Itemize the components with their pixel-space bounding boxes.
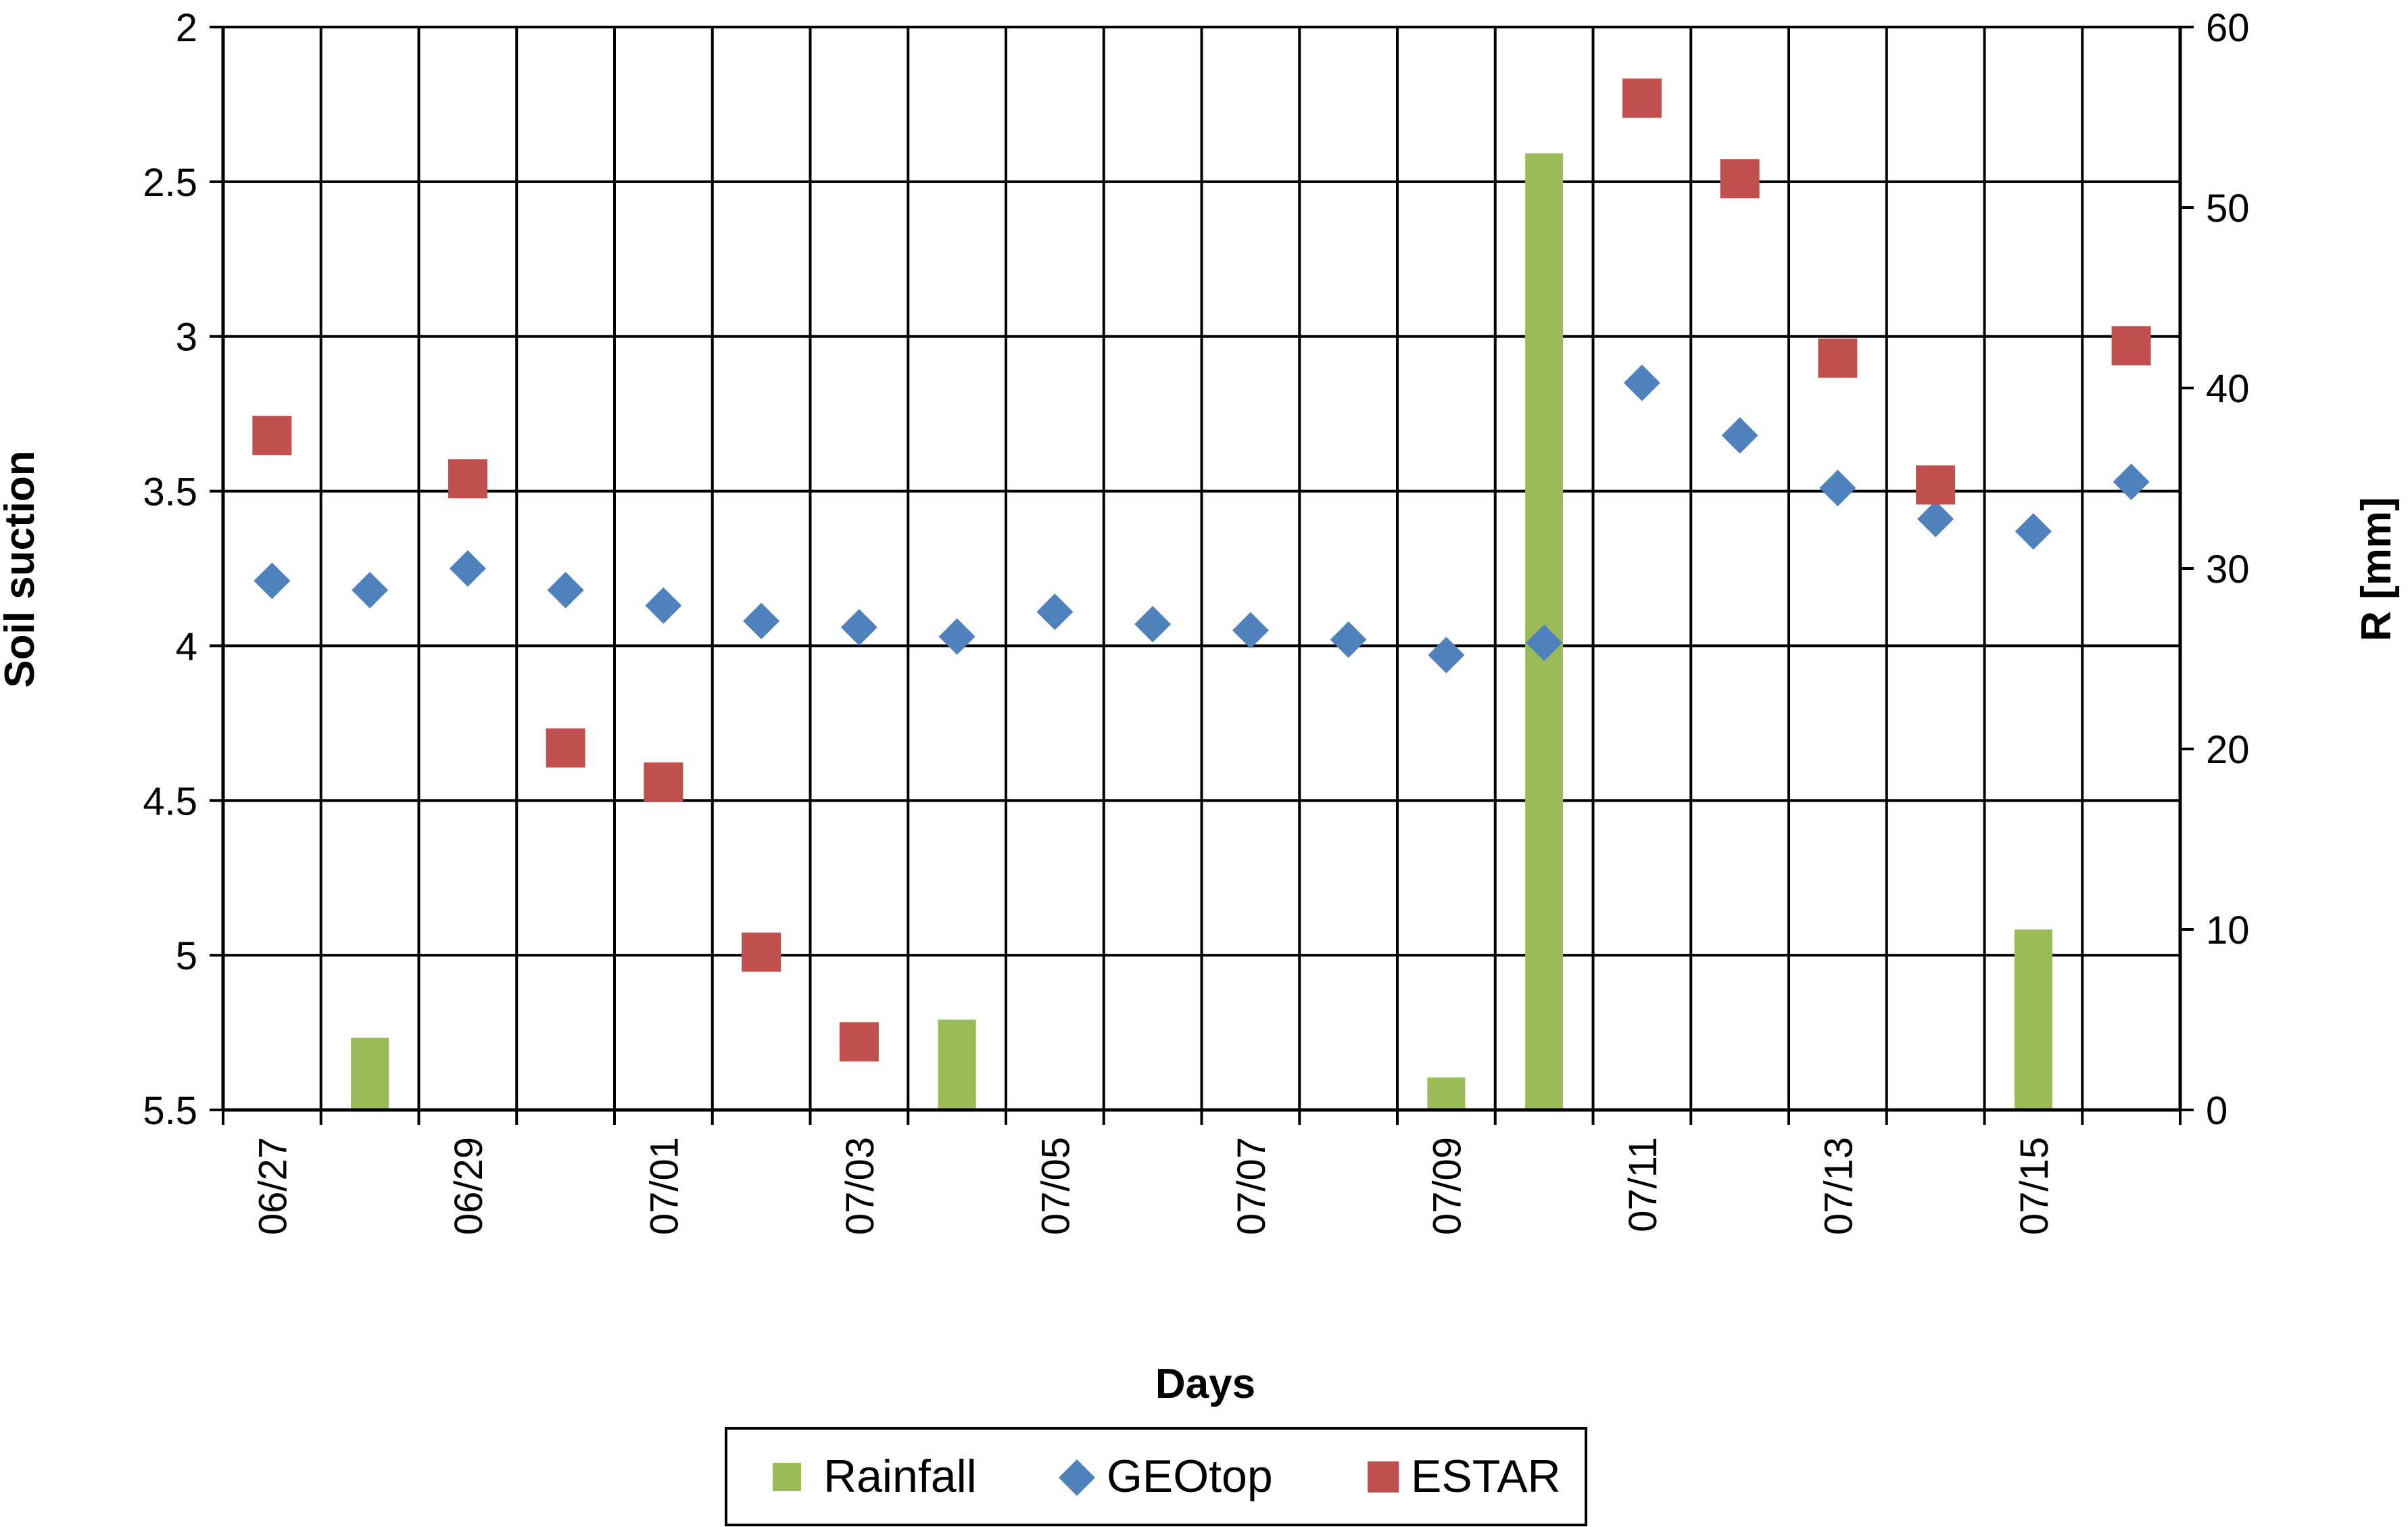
legend-swatch-estar bbox=[1368, 1461, 1399, 1493]
estar-point bbox=[1720, 159, 1760, 199]
legend-label-geotop: GEOtop bbox=[1107, 1451, 1273, 1502]
geotop-point bbox=[1134, 606, 1172, 643]
geotop-point bbox=[352, 572, 389, 609]
y-right-tick-label: 30 bbox=[2206, 548, 2250, 591]
axes bbox=[210, 26, 2194, 1125]
legend: Rainfall GEOtop ESTAR bbox=[725, 1427, 1587, 1526]
grid bbox=[222, 26, 2182, 1111]
geotop-point bbox=[938, 618, 976, 655]
y-right-tick-label: 50 bbox=[2206, 187, 2250, 231]
geotop-point bbox=[1623, 364, 1660, 402]
y-right-tick-label: 20 bbox=[2206, 728, 2250, 772]
x-tick-label: 06/27 bbox=[251, 1137, 295, 1235]
estar-point bbox=[1916, 465, 1956, 505]
y-left-tick-label: 2 bbox=[176, 6, 197, 50]
y-left-tick-label: 4.5 bbox=[143, 779, 197, 823]
y-left-tick-label: 2.5 bbox=[143, 161, 197, 205]
geotop-point bbox=[254, 562, 291, 600]
geotop-point bbox=[1819, 469, 1856, 506]
y-right-tick-label: 10 bbox=[2206, 908, 2250, 952]
x-tick-label: 07/07 bbox=[1230, 1137, 1274, 1235]
legend-box bbox=[725, 1427, 1587, 1526]
geotop-point bbox=[645, 587, 682, 624]
rainfall-bar bbox=[2014, 929, 2052, 1110]
y-right-tick-label: 40 bbox=[2206, 367, 2250, 411]
legend-label-rainfall: Rainfall bbox=[823, 1451, 977, 1502]
x-tick-label: 07/15 bbox=[2013, 1137, 2056, 1235]
estar-point bbox=[839, 1022, 879, 1062]
scatter-points bbox=[252, 78, 2151, 1062]
estar-point bbox=[2111, 326, 2151, 366]
geotop-point bbox=[449, 550, 486, 587]
tick-labels: 2 2.5 3 3.5 4 4.5 5 5.5 0 10 20 30 40 50 60 06/27 06/29 0… bbox=[143, 6, 2249, 1235]
rainfall-bar bbox=[938, 1019, 976, 1110]
estar-point bbox=[1622, 78, 1662, 118]
x-axis-title: Days bbox=[1155, 1361, 1255, 1407]
y-left-tick-label: 3.5 bbox=[143, 470, 197, 514]
x-tick-label: 07/11 bbox=[1621, 1137, 1665, 1232]
rainfall-bar bbox=[351, 1038, 389, 1110]
estar-point bbox=[1818, 338, 1858, 378]
y-axis-right-title: R [mm] bbox=[2353, 497, 2400, 641]
geotop-point bbox=[1330, 621, 1367, 658]
estar-point bbox=[546, 728, 585, 768]
x-tick-label: 07/09 bbox=[1425, 1137, 1469, 1235]
y-left-tick-label: 3 bbox=[176, 316, 197, 360]
x-tick-label: 07/13 bbox=[1816, 1137, 1860, 1235]
y-axis-left-title: Soil suction bbox=[0, 450, 43, 687]
geotop-point bbox=[1721, 417, 1758, 454]
estar-point bbox=[644, 762, 683, 802]
legend-item-geotop: GEOtop bbox=[1059, 1451, 1273, 1502]
geotop-point bbox=[2113, 463, 2150, 500]
geotop-point bbox=[1917, 500, 1954, 537]
geotop-point bbox=[1036, 593, 1074, 631]
legend-item-estar: ESTAR bbox=[1368, 1451, 1561, 1502]
x-tick-label: 07/03 bbox=[838, 1137, 882, 1235]
estar-point bbox=[742, 932, 781, 972]
legend-swatch-rainfall bbox=[773, 1463, 801, 1491]
x-tick-label: 07/01 bbox=[642, 1137, 686, 1235]
y-left-tick-label: 5.5 bbox=[143, 1089, 197, 1133]
legend-swatch-geotop bbox=[1059, 1459, 1095, 1496]
y-left-tick-label: 5 bbox=[176, 934, 197, 978]
geotop-point bbox=[743, 602, 780, 639]
y-right-tick-label: 0 bbox=[2206, 1089, 2228, 1133]
legend-item-rainfall: Rainfall bbox=[773, 1451, 977, 1502]
geotop-point bbox=[1428, 637, 1465, 674]
geotop-point bbox=[2015, 513, 2052, 550]
x-tick-label: 07/05 bbox=[1034, 1137, 1078, 1235]
estar-point bbox=[448, 459, 487, 499]
geotop-point bbox=[840, 608, 877, 646]
y-left-tick-label: 4 bbox=[176, 625, 197, 669]
estar-point bbox=[252, 416, 292, 456]
rainfall-bar bbox=[1427, 1077, 1466, 1110]
x-tick-label: 06/29 bbox=[447, 1137, 491, 1235]
geotop-point bbox=[547, 572, 584, 609]
legend-label-estar: ESTAR bbox=[1411, 1451, 1561, 1502]
geotop-point bbox=[1232, 612, 1269, 649]
y-right-tick-label: 60 bbox=[2206, 6, 2250, 50]
geotop-point bbox=[1526, 624, 1563, 661]
